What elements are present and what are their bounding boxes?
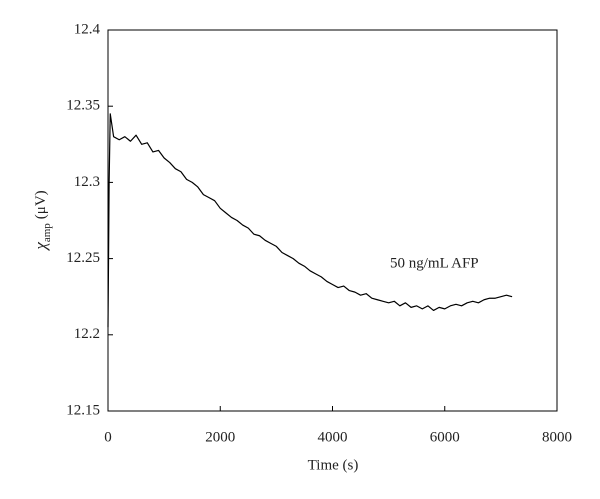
x-tick-label: 8000 — [542, 429, 572, 445]
y-label-subscript: amp — [41, 223, 53, 242]
data-line — [107, 113, 513, 328]
x-axis-label: Time (s) — [308, 457, 359, 473]
y-tick-label: 12.35 — [66, 98, 100, 114]
x-tick-label: 0 — [104, 429, 112, 445]
plot-frame — [107, 29, 558, 412]
x-tick-label: 4000 — [318, 429, 348, 445]
y-tick-label: 12.25 — [66, 250, 100, 266]
x-tick-label: 2000 — [205, 429, 235, 445]
y-tick-label: 12.4 — [74, 21, 101, 37]
x-tick-label: 6000 — [430, 429, 460, 445]
y-tick-label: 12.15 — [66, 402, 100, 418]
y-tick-label: 12.3 — [74, 174, 100, 190]
y-axis-label: χamp (μV) — [31, 190, 53, 251]
y-label-unit: (μV) — [33, 190, 49, 219]
y-tick-label: 12.2 — [74, 326, 100, 342]
y-label-symbol: χ — [31, 242, 50, 252]
annotation: 50 ng/mL AFP — [390, 255, 479, 271]
